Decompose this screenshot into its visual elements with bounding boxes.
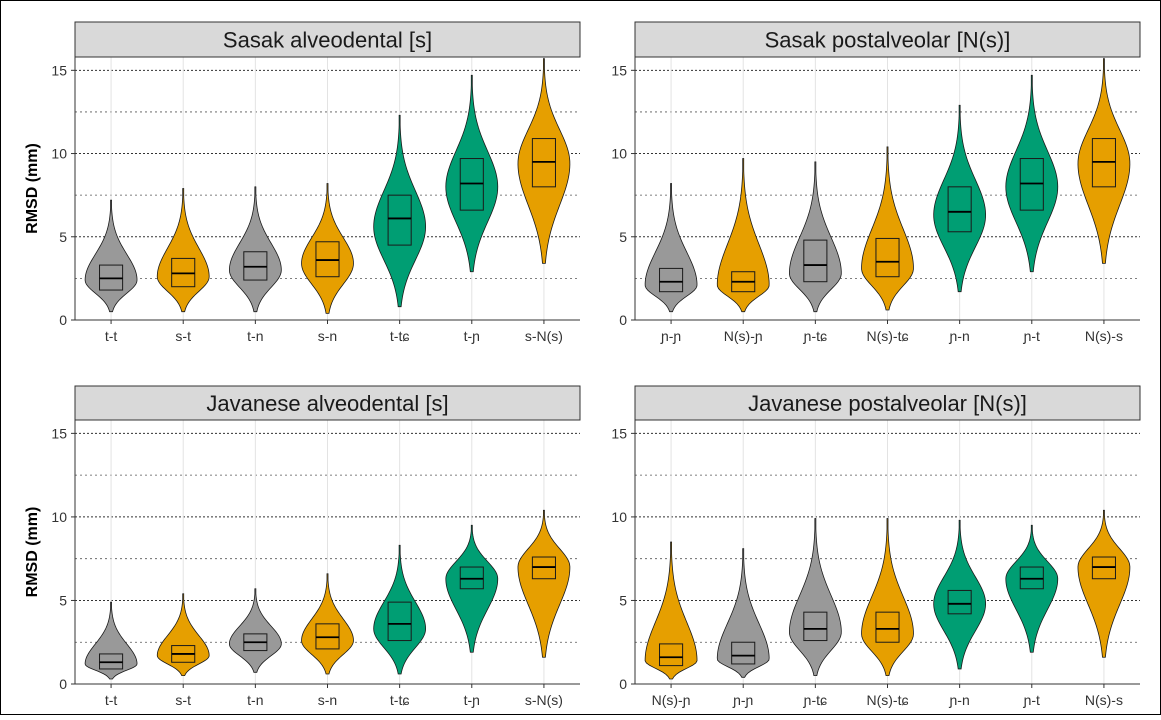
panel-strip (634, 21, 1141, 58)
box-ɲ-ɲ (659, 267, 684, 293)
violin-N(s)-ɲ (716, 158, 770, 313)
violin-ɲ-tɕ (788, 518, 842, 677)
y-tick-label: 0 (59, 312, 67, 328)
violin-N(s)-tɕ (861, 518, 914, 677)
violin-s-t (156, 188, 210, 313)
violin-t-t (84, 199, 138, 313)
x-tick-label: t-n (247, 328, 263, 344)
y-axis-label: RMSD (mm) (24, 507, 41, 598)
box-ɲ-n (947, 589, 972, 615)
violin-s-N(s) (517, 509, 571, 658)
panel-3: Javanese alveodental [s] 0 5 10 15 RMSD (mm) t… (24, 385, 581, 708)
x-tick-label: t-tɕ (390, 328, 409, 344)
y-tick-label: 5 (59, 229, 67, 245)
y-tick-label: 5 (59, 592, 67, 608)
panel-title: Sasak postalveolar [N(s)] (765, 28, 1011, 53)
x-tick-label: ɲ-t (1023, 328, 1040, 344)
x-tick-label: N(s)-tɕ (867, 328, 909, 344)
y-tick-label: 15 (611, 62, 627, 78)
x-tick-label: N(s)-s (1085, 692, 1123, 708)
y-tick-label: 0 (59, 676, 67, 692)
x-tick-label: t-t (105, 692, 118, 708)
y-tick-label: 0 (619, 312, 627, 328)
box-N(s)-tɕ (875, 237, 900, 278)
y-tick-label: 15 (51, 425, 67, 441)
panel-title: Javanese postalveolar [N(s)] (748, 391, 1027, 416)
x-tick-label: t-n (247, 692, 263, 708)
box-N(s)-tɕ (875, 611, 900, 643)
y-tick-label: 15 (51, 62, 67, 78)
violin-ɲ-tɕ (789, 161, 842, 313)
x-tick-label: ɲ-n (949, 692, 970, 708)
box-t-tɕ (387, 601, 412, 642)
y-tick-label: 5 (619, 592, 627, 608)
panel-strip (74, 385, 581, 421)
x-tick-label: s-N(s) (525, 692, 563, 708)
x-tick-label: s-n (318, 692, 337, 708)
violin-t-n (228, 186, 282, 313)
box-ɲ-tɕ (803, 611, 828, 642)
panel-strip (634, 385, 1141, 421)
violin-t-n (229, 588, 282, 673)
x-tick-label: N(s)-s (1085, 328, 1123, 344)
x-tick-label: s-t (175, 692, 191, 708)
x-tick-label: s-n (318, 328, 337, 344)
violin-ɲ-ɲ (644, 183, 698, 313)
violin-N(s)-tɕ (861, 146, 914, 311)
x-tick-label: s-t (175, 328, 191, 344)
violin-N(s)-s (1077, 509, 1131, 658)
x-tick-label: N(s)-ɲ (652, 692, 691, 708)
box-N(s)-ɲ (659, 643, 684, 667)
y-tick-label: 10 (51, 509, 67, 525)
x-tick-label: ɲ-t (1023, 692, 1040, 708)
x-tick-label: t-ɲ (464, 328, 480, 344)
panel-title: Javanese alveodental [s] (206, 391, 448, 416)
box-ɲ-n (947, 186, 972, 233)
box-t-tɕ (387, 194, 412, 246)
x-tick-label: ɲ-tɕ (803, 692, 827, 708)
x-tick-label: ɲ-ɲ (732, 692, 753, 708)
x-tick-label: t-tɕ (390, 692, 409, 708)
x-tick-label: N(s)-tɕ (867, 692, 909, 708)
violin-N(s)-ɲ (644, 541, 698, 680)
violin-s-t (156, 593, 210, 677)
panel-4: Javanese postalveolar [N(s)] 0 5 10 15 N(s)-ɲ… (611, 385, 1141, 708)
y-tick-label: 10 (51, 146, 67, 162)
x-tick-label: ɲ-tɕ (803, 328, 827, 344)
y-tick-label: 15 (611, 425, 627, 441)
y-tick-label: 0 (619, 676, 627, 692)
panel-strip (74, 21, 581, 58)
box-ɲ-ɲ (731, 641, 756, 665)
y-tick-label: 10 (611, 146, 627, 162)
y-tick-label: 5 (619, 229, 627, 245)
x-tick-label: t-ɲ (464, 692, 480, 708)
x-tick-label: N(s)-ɲ (724, 328, 763, 344)
y-axis-label: RMSD (mm) (24, 143, 41, 234)
x-tick-label: ɲ-ɲ (660, 328, 681, 344)
panel-title: Sasak alveodental [s] (223, 28, 432, 53)
x-tick-label: ɲ-n (949, 328, 970, 344)
x-tick-label: t-t (105, 328, 118, 344)
box-ɲ-tɕ (803, 239, 828, 283)
x-tick-label: s-N(s) (525, 328, 563, 344)
violin-ɲ-ɲ (716, 548, 770, 678)
violin-t-t (84, 601, 138, 680)
panel-2: Sasak postalveolar [N(s)] 0 5 10 15 ɲ-ɲ N(s)-ɲ… (611, 21, 1141, 344)
panel-1: Sasak alveodental [s] 0 5 10 15 RMSD (mm) t-t s… (24, 21, 581, 344)
y-tick-label: 10 (611, 509, 627, 525)
